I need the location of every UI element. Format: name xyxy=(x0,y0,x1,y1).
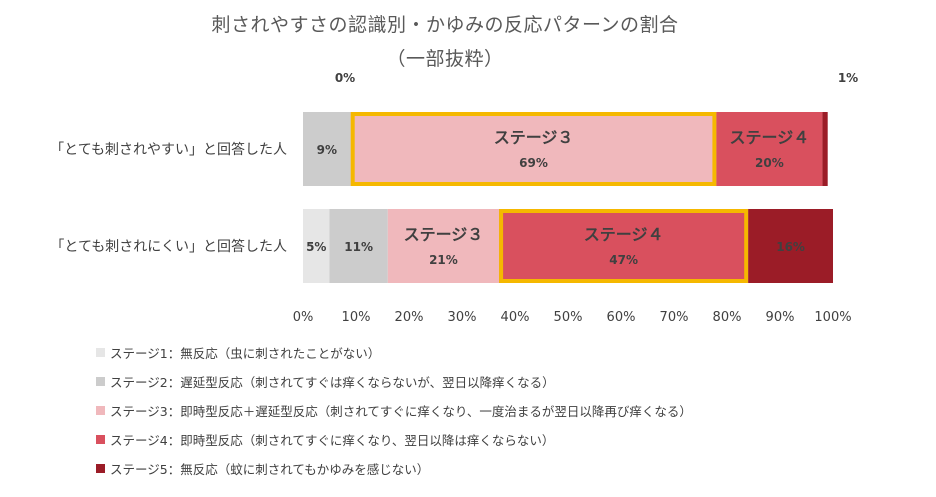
legend-item-stage3: ステージ3：即時型反応＋遅延型反応（刺されてすぐに痒くなり、一度治まるが翌日以降… xyxy=(96,396,692,425)
bar-segment xyxy=(329,209,388,283)
data-label: 47% xyxy=(609,253,638,267)
legend-label: ステージ5：無反応（蚊に刺されてもかゆみを感じない） xyxy=(110,462,430,477)
data-label: 16% xyxy=(776,240,805,254)
chart-title: 刺されやすさの認識別・かゆみの反応パターンの割合 xyxy=(211,14,679,36)
data-label: 0% xyxy=(335,71,355,85)
highlight-frame xyxy=(350,112,717,186)
data-label: 69% xyxy=(519,156,548,170)
segment-stage-label: ステージ３ xyxy=(404,225,484,244)
segment-stage-label: ステージ４ xyxy=(584,225,664,244)
highlight-frame xyxy=(499,209,749,283)
data-label: 1% xyxy=(838,71,858,85)
x-tick-label: 80% xyxy=(713,310,742,325)
legend-label: ステージ1：無反応（虫に刺されたことがない） xyxy=(110,346,381,361)
x-tick-label: 60% xyxy=(607,310,636,325)
legend-label: ステージ4：即時型反応（刺されてすぐに痒くなり、翌日以降は痒くならない） xyxy=(110,433,555,448)
x-tick-label: 90% xyxy=(766,310,795,325)
bar-segment xyxy=(822,112,828,186)
chart-legend: ステージ1：無反応（虫に刺されたことがない） ステージ2：遅延型反応（刺されてす… xyxy=(96,338,692,483)
data-label: 11% xyxy=(344,240,373,254)
bar-segment xyxy=(303,209,330,283)
data-label: 9% xyxy=(317,143,337,157)
x-tick-label: 20% xyxy=(395,310,424,325)
bar-segment xyxy=(387,209,500,283)
x-tick-label: 10% xyxy=(342,310,371,325)
data-label: 5% xyxy=(306,240,326,254)
legend-item-stage4: ステージ4：即時型反応（刺されてすぐに痒くなり、翌日以降は痒くならない） xyxy=(96,425,692,454)
segment-stage-label: ステージ３ xyxy=(494,128,574,147)
x-tick-label: 40% xyxy=(501,310,530,325)
bar-segment xyxy=(350,112,717,186)
legend-item-stage1: ステージ1：無反応（虫に刺されたことがない） xyxy=(96,338,692,367)
legend-swatch xyxy=(96,377,105,386)
legend-swatch xyxy=(96,406,105,415)
category-label: 「とても刺されやすい」と回答した人 xyxy=(50,141,287,158)
legend-item-stage5: ステージ5：無反応（蚊に刺されてもかゆみを感じない） xyxy=(96,454,692,483)
bar-segment xyxy=(499,209,749,283)
data-label: 21% xyxy=(429,253,458,267)
segment-stage-label: ステージ４ xyxy=(730,128,810,147)
bar-segment xyxy=(716,112,823,186)
category-label: 「とても刺されにくい」と回答した人 xyxy=(50,238,287,255)
legend-swatch xyxy=(96,435,105,444)
legend-swatch xyxy=(96,348,105,357)
legend-label: ステージ3：即時型反応＋遅延型反応（刺されてすぐに痒くなり、一度治まるが翌日以降… xyxy=(110,404,692,419)
legend-label: ステージ2：遅延型反応（刺されてすぐは痒くならないが、翌日以降痒くなる） xyxy=(110,375,555,390)
x-tick-label: 100% xyxy=(814,310,851,325)
bar-segment xyxy=(303,112,351,186)
chart-subtitle: （一部抜粋） xyxy=(386,48,504,70)
bar-segment xyxy=(748,209,833,283)
legend-swatch xyxy=(96,464,105,473)
legend-item-stage2: ステージ2：遅延型反応（刺されてすぐは痒くならないが、翌日以降痒くなる） xyxy=(96,367,692,396)
data-label: 20% xyxy=(755,156,784,170)
x-tick-label: 30% xyxy=(448,310,477,325)
x-tick-label: 0% xyxy=(293,310,314,325)
x-tick-label: 70% xyxy=(660,310,689,325)
x-tick-label: 50% xyxy=(554,310,583,325)
